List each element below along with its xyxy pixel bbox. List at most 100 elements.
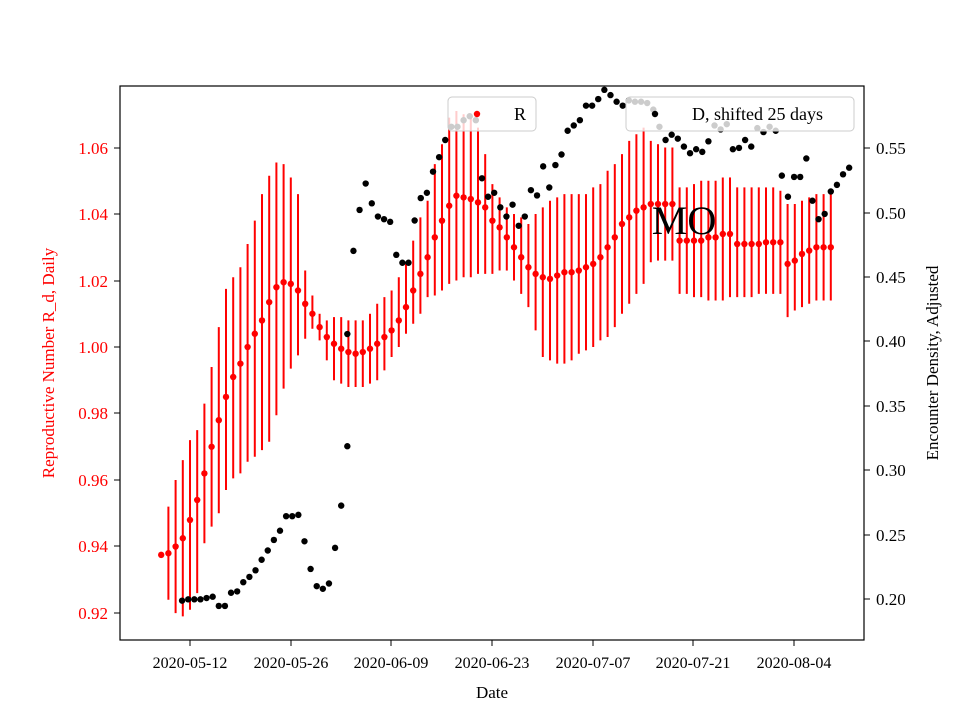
- d-point: [386, 218, 394, 226]
- d-point: [533, 192, 541, 199]
- x-tick-label: 2020-06-23: [455, 655, 530, 672]
- legend-d: D, shifted 25 days: [625, 96, 855, 132]
- d-point: [319, 585, 327, 592]
- r-point: [366, 345, 374, 352]
- r-point: [647, 200, 654, 208]
- r-point: [266, 298, 273, 306]
- r-point: [813, 244, 820, 251]
- d-point: [484, 193, 492, 200]
- x-tick-label: 2020-07-07: [556, 655, 631, 672]
- d-point: [705, 138, 712, 145]
- r-point: [575, 267, 582, 274]
- d-point: [405, 259, 412, 266]
- r-point: [546, 275, 554, 283]
- r-point: [590, 260, 597, 268]
- d-point: [178, 597, 186, 604]
- d-point: [380, 215, 388, 223]
- r-point: [316, 323, 323, 331]
- r-point: [734, 240, 741, 248]
- d-point: [246, 573, 253, 581]
- x-tick-label: 2020-05-12: [153, 655, 228, 672]
- d-point: [778, 172, 786, 179]
- d-point: [613, 98, 620, 105]
- r-point: [251, 330, 258, 337]
- d-point: [576, 116, 584, 124]
- d-point: [552, 161, 559, 169]
- y-left-tick-label: 1.02: [78, 272, 108, 291]
- r-point: [633, 207, 640, 214]
- r-point: [712, 234, 719, 241]
- d-point: [350, 247, 357, 255]
- r-point: [237, 360, 244, 367]
- legend-r-label: R: [514, 104, 526, 124]
- chart-annotation: MO: [652, 198, 716, 243]
- y-axis-left: 0.92 0.94 0.96 0.98 1.00 1.02 1.04 1.06 …: [39, 139, 120, 623]
- r-point: [806, 247, 813, 254]
- r-point: [395, 317, 402, 324]
- r-point: [798, 250, 806, 258]
- d-point: [839, 171, 847, 178]
- x-tick-label: 2020-08-04: [757, 655, 832, 672]
- y-left-tick-label: 1.00: [78, 338, 108, 357]
- d-point: [331, 544, 339, 552]
- r-point: [215, 416, 222, 424]
- r-point: [460, 194, 467, 201]
- r-point: [755, 240, 762, 248]
- d-point: [240, 578, 247, 586]
- r-point: [784, 260, 791, 268]
- d-point: [595, 95, 602, 103]
- d-point: [344, 443, 351, 450]
- d-point: [429, 168, 437, 175]
- r-point: [525, 264, 532, 271]
- d-point: [503, 213, 510, 220]
- d-point: [203, 594, 210, 602]
- y-left-axis-label: Reproductive Number R_d, Daily: [39, 247, 58, 478]
- y-right-tick-label: 0.30: [876, 461, 906, 480]
- r-point: [748, 240, 755, 248]
- legend-d-frame: [625, 96, 855, 132]
- d-point: [393, 251, 400, 259]
- r-point: [352, 350, 359, 357]
- r-point: [669, 200, 676, 208]
- y-right-tick-label: 0.45: [876, 268, 906, 287]
- r-point: [690, 237, 698, 244]
- r-point: [489, 217, 496, 224]
- r-point: [222, 393, 230, 401]
- d-point: [368, 200, 375, 207]
- d-point: [497, 204, 504, 211]
- r-point: [719, 230, 726, 238]
- r-series-points: [158, 192, 834, 559]
- d-point: [803, 155, 810, 162]
- x-tick-label: 2020-06-09: [354, 655, 429, 672]
- d-point: [729, 146, 737, 153]
- d-point: [233, 588, 241, 595]
- r-point: [438, 217, 446, 224]
- d-point: [399, 259, 406, 266]
- legend-d-label: D, shifted 25 days: [692, 104, 823, 124]
- x-axis: 2020-05-12 2020-05-26 2020-06-09 2020-06…: [153, 640, 832, 702]
- y-left-tick-label: 0.92: [78, 604, 108, 623]
- y-left-tick-label: 1.06: [78, 139, 108, 158]
- r-point: [503, 234, 510, 241]
- d-point: [215, 602, 222, 610]
- r-point: [791, 257, 798, 264]
- d-point: [527, 186, 535, 194]
- d-point: [601, 86, 608, 94]
- r-point: [640, 204, 647, 211]
- d-point: [442, 136, 449, 144]
- r-point: [676, 237, 683, 244]
- d-point: [809, 197, 816, 204]
- x-tick-label: 2020-07-21: [656, 655, 731, 672]
- d-point: [582, 102, 590, 109]
- r-point: [402, 303, 410, 311]
- d-point: [478, 175, 486, 182]
- d-point: [221, 602, 229, 610]
- legend-r-frame: [447, 96, 537, 132]
- d-point: [307, 565, 314, 573]
- d-point: [674, 135, 681, 142]
- d-point: [191, 596, 198, 603]
- d-point: [680, 143, 688, 150]
- d-point: [735, 144, 743, 152]
- d-point: [344, 330, 351, 338]
